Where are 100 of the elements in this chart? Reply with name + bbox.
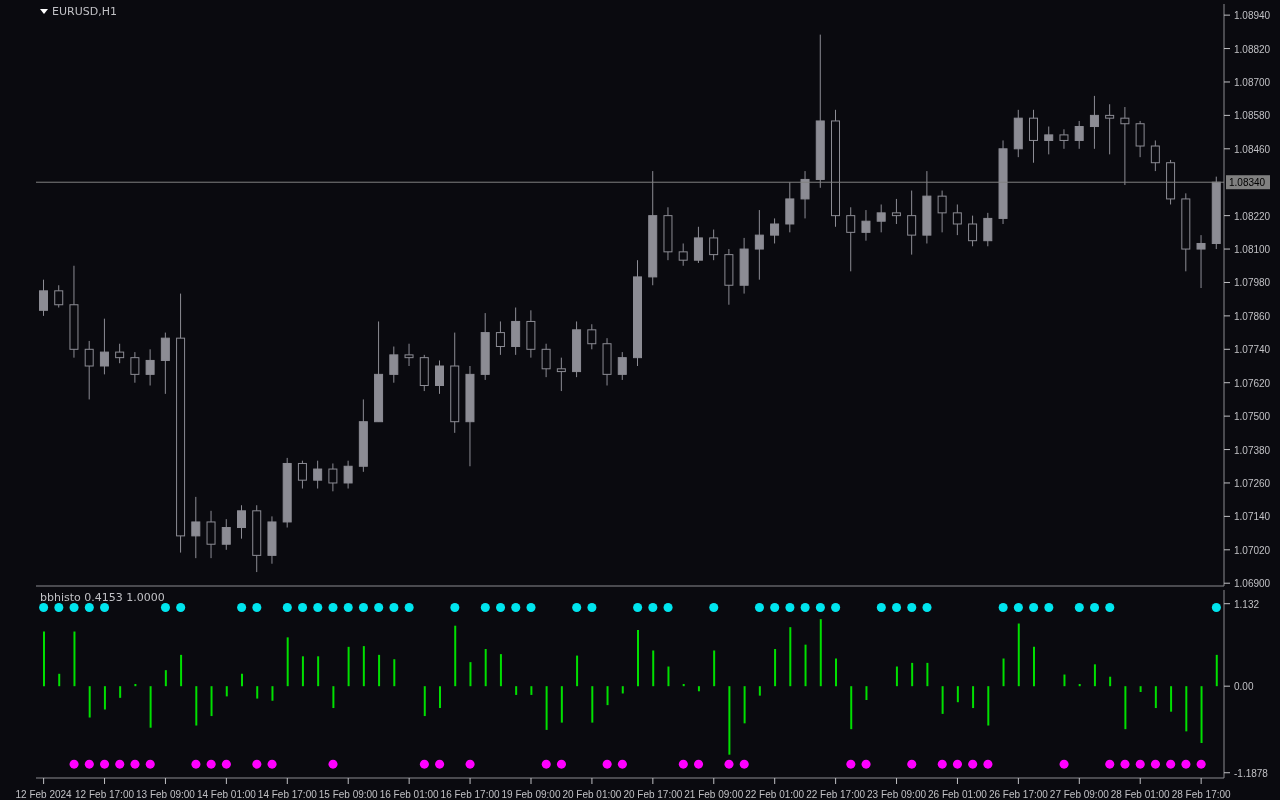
candlestick [876, 204, 886, 233]
x-tick-label: 28 Feb 17:00 [1171, 789, 1232, 800]
bar [1154, 686, 1157, 709]
bar [195, 686, 198, 726]
y-tick-label: 1.06900 [1234, 578, 1271, 590]
bar [1002, 658, 1005, 687]
bar [164, 670, 167, 687]
bar [545, 686, 548, 730]
bar [956, 686, 959, 703]
x-tick-label: 28 Feb 01:00 [1110, 789, 1171, 800]
bar [271, 686, 274, 701]
candlestick [221, 518, 231, 551]
bar [1170, 686, 1173, 712]
y-tick-label: 1.07500 [1234, 411, 1271, 423]
bar [621, 686, 624, 694]
bar [1033, 646, 1035, 687]
bar [119, 686, 122, 698]
bar [43, 631, 45, 687]
bar [1215, 654, 1218, 687]
candlestick [968, 215, 978, 247]
candlestick [84, 340, 94, 400]
candlestick [160, 332, 170, 395]
x-tick-label: 16 Feb 01:00 [379, 789, 440, 800]
candlestick [587, 323, 597, 350]
candlestick [328, 462, 338, 492]
candlestick [556, 357, 566, 392]
bar [652, 650, 655, 687]
bar [758, 686, 761, 696]
candlestick [1059, 128, 1069, 150]
bar [241, 673, 243, 687]
bar [1078, 684, 1081, 687]
candlestick [435, 359, 444, 395]
candlestick [678, 242, 688, 267]
candlestick [846, 206, 856, 272]
bar [454, 625, 457, 687]
x-tick-label: 21 Feb 09:00 [684, 789, 744, 800]
x-tick-label: 27 Feb 09:00 [1049, 789, 1110, 800]
bar [1200, 686, 1203, 744]
bar [423, 686, 426, 717]
candlestick [693, 226, 703, 264]
x-tick-label: 13 Feb 09:00 [135, 789, 196, 800]
bar [576, 655, 579, 687]
candlestick [495, 320, 505, 356]
x-tick-label: 20 Feb 17:00 [623, 789, 683, 800]
bar [73, 631, 76, 687]
bar [347, 646, 350, 687]
ref-line-label: 1.08340 [1229, 177, 1266, 189]
bar [697, 686, 700, 692]
bar [499, 654, 502, 687]
bar [58, 673, 61, 687]
candlestick [861, 209, 871, 242]
candlestick [206, 510, 216, 559]
candlestick [54, 284, 64, 309]
bar [301, 656, 304, 687]
y-tick-label: 1.07620 [1234, 377, 1271, 389]
candlestick [1074, 120, 1084, 150]
bar [103, 686, 106, 710]
x-tick-label: 14 Feb 01:00 [196, 789, 257, 800]
bar [895, 666, 898, 687]
x-tick-label: 16 Feb 17:00 [440, 789, 500, 800]
x-tick-label: 15 Feb 09:00 [318, 789, 379, 800]
bar [865, 686, 868, 701]
candlestick [1044, 126, 1054, 155]
bar [804, 644, 807, 687]
candlestick [541, 343, 551, 378]
bar [728, 686, 731, 755]
bar [850, 686, 853, 730]
candlestick [800, 170, 810, 219]
candlestick [907, 190, 917, 256]
y-tick-label: 1.07140 [1234, 511, 1271, 523]
candlestick [1150, 139, 1160, 172]
candlestick [130, 351, 140, 384]
bar [972, 686, 975, 709]
bar [225, 686, 228, 697]
candlestick [952, 204, 962, 236]
candlestick [1089, 95, 1099, 150]
bar [743, 686, 746, 724]
bar [667, 666, 670, 687]
candlestick [115, 343, 125, 364]
y-tick-label: 1.07020 [1234, 544, 1271, 556]
x-tick-label: 12 Feb 17:00 [75, 789, 135, 800]
candlestick [770, 217, 780, 244]
y-tick-label: 1.08820 [1234, 43, 1271, 55]
candlestick [983, 212, 993, 247]
x-tick-label: 26 Feb 17:00 [988, 789, 1049, 800]
bar [256, 686, 259, 699]
bar [286, 637, 289, 687]
bar [180, 654, 183, 687]
candlestick [145, 348, 155, 386]
bar [591, 686, 594, 723]
candlestick [709, 229, 719, 261]
candlestick [297, 460, 307, 490]
y-tick-label: 1.07380 [1234, 444, 1271, 456]
candlestick [1135, 120, 1145, 158]
y-tick-label: 1.08460 [1234, 143, 1271, 155]
bar [606, 686, 609, 706]
candlestick [891, 198, 901, 225]
bar [378, 654, 381, 687]
bar [1063, 674, 1066, 687]
candlestick [343, 460, 353, 490]
